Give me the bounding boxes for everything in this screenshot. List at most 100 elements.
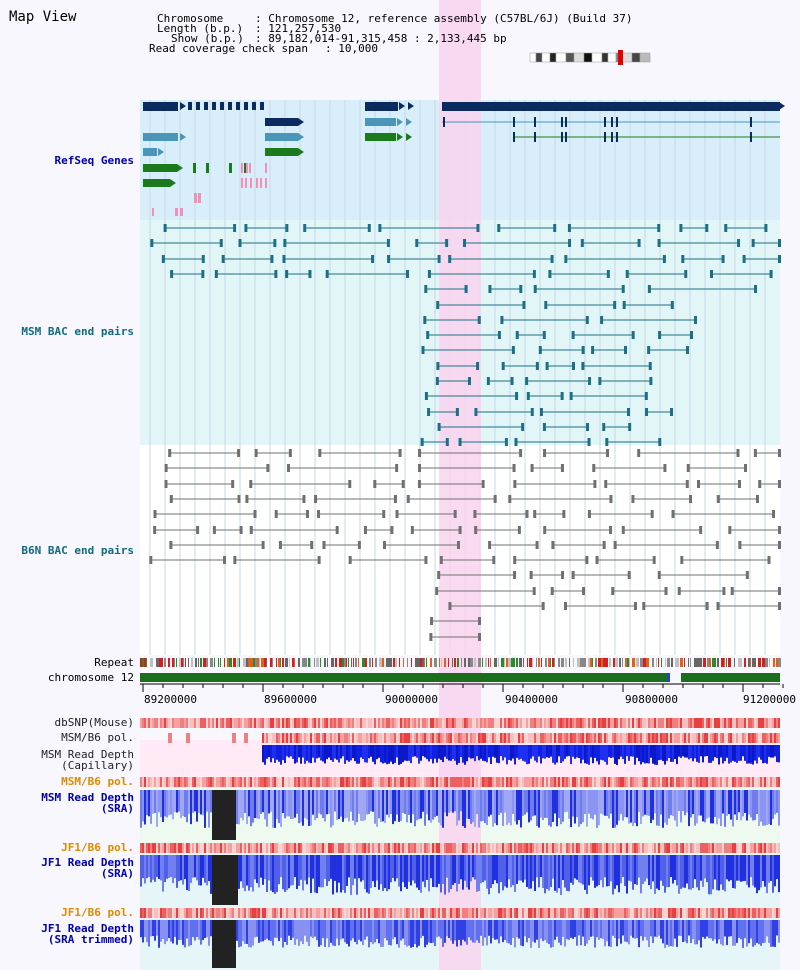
polymorphism-cell [538, 843, 540, 853]
read-depth-bar [428, 790, 430, 821]
read-depth-bar [680, 855, 682, 889]
polymorphism-cell [348, 777, 350, 787]
polymorphism-cell [224, 777, 226, 787]
read-depth-bar [776, 855, 778, 880]
polymorphism-cell [756, 733, 758, 743]
track-label-msm-read-capillary[interactable]: MSM Read Depth (Capillary) [41, 748, 134, 772]
read-depth-bar [396, 745, 398, 758]
track-label-refseq[interactable]: RefSeq Genes [54, 154, 134, 167]
read-depth-bar [532, 790, 534, 817]
polymorphism-cell [384, 718, 386, 728]
polymorphism-cell [770, 777, 772, 787]
polymorphism-cell [634, 718, 636, 728]
polymorphism-cell [236, 777, 238, 787]
read-depth-bar [720, 790, 722, 827]
read-depth-bar [604, 920, 606, 947]
polymorphism-cell [280, 718, 282, 728]
polymorphism-cell [360, 718, 362, 728]
polymorphism-cell [468, 777, 470, 787]
b6n-bac-pair-end [671, 510, 675, 518]
polymorphism-cell [410, 843, 412, 853]
track-label-msm-b6-pol-2[interactable]: MSM/B6 pol. [61, 775, 134, 788]
read-depth-bar [712, 790, 714, 824]
polymorphism-cell [438, 718, 440, 728]
polymorphism-cell [162, 908, 164, 918]
polymorphism-cell [660, 733, 662, 743]
b6n-bac-pair-end [478, 633, 481, 641]
polymorphism-cell [374, 718, 376, 728]
read-depth-bar [486, 855, 488, 889]
polymorphism-cell [570, 718, 572, 728]
track-label-dbsnp[interactable]: dbSNP(Mouse) [54, 716, 134, 729]
read-depth-bar [294, 745, 296, 764]
polymorphism-cell [624, 777, 626, 787]
b6n-bac-pair-end [611, 587, 615, 595]
polymorphism-cell [224, 718, 226, 728]
polymorphism-cell [400, 777, 402, 787]
read-depth-bar [194, 790, 196, 812]
repeat-block [565, 658, 567, 667]
read-depth-bar [338, 745, 340, 763]
read-depth-bar [514, 855, 516, 893]
repeat-block [532, 658, 533, 667]
read-depth-bar [466, 745, 468, 762]
track-label-jf1-read-trimmed[interactable]: JF1 Read Depth (SRA trimmed) [41, 922, 134, 946]
msm-bac-pair-end [497, 331, 501, 339]
b6n-bac-pair-end [382, 510, 386, 518]
read-depth-bar [380, 790, 382, 823]
polymorphism-cell [274, 718, 276, 728]
read-depth-bar [322, 920, 324, 939]
polymorphism-cell [368, 733, 370, 743]
polymorphism-cell [636, 908, 638, 918]
polymorphism-cell [706, 843, 708, 853]
read-depth-bar [462, 920, 464, 940]
read-depth-bar [656, 855, 658, 889]
polymorphism-cell [156, 777, 158, 787]
polymorphism-cell [254, 777, 256, 787]
read-depth-bar [324, 920, 326, 947]
polymorphism-cell [614, 733, 616, 743]
panel-title: Map View [9, 9, 77, 25]
polymorphism-cell [642, 777, 644, 787]
polymorphism-cell [442, 733, 444, 743]
b6n-bac-pair-end [535, 541, 539, 549]
read-depth-bar [498, 790, 500, 816]
polymorphism-cell [188, 718, 190, 728]
track-label-jf1-b6-pol-2[interactable]: JF1/B6 pol. [61, 906, 134, 919]
track-label-msm-b6-pol-1[interactable]: MSM/B6 pol. [61, 731, 134, 744]
read-depth-bar [342, 855, 344, 891]
read-depth-bar [276, 790, 278, 820]
polymorphism-cell [690, 718, 692, 728]
track-label-msm-read-sra[interactable]: MSM Read Depth (SRA) [41, 791, 134, 815]
read-depth-bar [544, 855, 546, 894]
read-depth-bar [620, 745, 622, 757]
polymorphism-cell [598, 718, 600, 728]
refseq-gene [750, 132, 752, 142]
track-label-chromosome[interactable]: chromosome 12 [47, 671, 134, 684]
b6n-bac-pair-end [730, 587, 734, 595]
track-label-repeat[interactable]: Repeat [94, 656, 134, 669]
repeat-block [379, 658, 382, 667]
track-label-jf1-read-sra[interactable]: JF1 Read Depth (SRA) [41, 856, 134, 880]
repeat-block [506, 658, 509, 667]
repeat-block [740, 658, 742, 667]
track-label-b6n-bac[interactable]: B6N BAC end pairs [21, 544, 134, 557]
polymorphism-cell [742, 733, 744, 743]
polymorphism-cell [696, 718, 698, 728]
track-label-jf1-b6-pol-1[interactable]: JF1/B6 pol. [61, 841, 134, 854]
read-depth-bar [342, 745, 344, 757]
repeat-block [677, 658, 679, 667]
polymorphism-cell [572, 843, 574, 853]
msm-bac-pair-end [519, 285, 523, 293]
polymorphism-cell [576, 777, 578, 787]
polymorphism-cell [736, 733, 738, 743]
polymorphism-cell [532, 908, 534, 918]
polymorphism-cell [454, 777, 456, 787]
msm-bac-pair-end [421, 346, 425, 354]
repeat-block [444, 658, 446, 667]
track-label-msm-bac[interactable]: MSM BAC end pairs [21, 325, 134, 338]
read-depth-bar [440, 920, 442, 939]
gene-arrow [180, 133, 186, 141]
polymorphism-cell [666, 908, 668, 918]
